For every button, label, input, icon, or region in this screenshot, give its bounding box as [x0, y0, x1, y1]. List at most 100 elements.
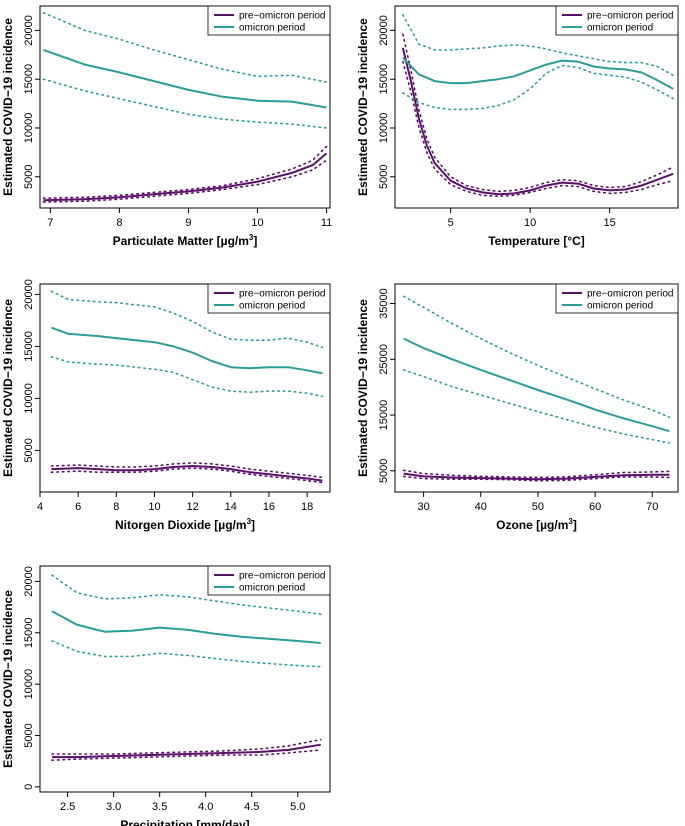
x-axis-label-main: Particulate Matter [µg/m [113, 234, 249, 248]
omicron-line [51, 326, 323, 375]
omicron-lower-ci [402, 64, 675, 111]
y-axis-label: Estimated COVID−19 incidence [1, 299, 15, 477]
x-tick-label: 10 [148, 501, 160, 513]
y-axis-label: Estimated COVID−19 incidence [1, 590, 15, 768]
y-tick-label: 5000 [23, 438, 35, 462]
x-tick-label: 6 [75, 501, 81, 513]
x-axis-label-main: Nitorgen Dioxide [µg/m [115, 518, 247, 532]
x-axis-label-main: Precipitation [mm/day] [120, 818, 249, 826]
plot-frame [39, 283, 331, 493]
x-axis-label: Nitorgen Dioxide [µg/m3] [115, 517, 255, 532]
x-tick-label: 8 [116, 217, 122, 229]
pre-omicron-upper-ci [50, 462, 324, 479]
x-tick-label: 5.0 [290, 801, 305, 813]
legend-label-pre: pre−omicron period [239, 11, 325, 22]
plot-frame [39, 565, 331, 793]
x-tick-label: 4 [37, 501, 43, 513]
y-tick-label: 15000 [378, 64, 390, 95]
pre-omicron-lower-ci [402, 60, 675, 198]
pre-omicron-upper-ci [402, 469, 671, 479]
omicron-lower-ci [51, 640, 322, 668]
pre-omicron-line [403, 472, 670, 481]
x-tick-label: 30 [417, 501, 429, 513]
y-tick-label: 20000 [23, 279, 35, 310]
y-tick-label: 15000 [23, 617, 35, 648]
y-axis-label: Estimated COVID−19 incidence [356, 299, 370, 477]
x-axis-label-end: ] [573, 518, 577, 532]
x-tick-label: 11 [321, 217, 332, 229]
y-axis-label: Estimated COVID−19 incidence [356, 18, 370, 196]
omicron-line [402, 57, 674, 90]
x-tick-label: 16 [263, 501, 275, 513]
x-tick-label: 4.0 [198, 801, 213, 813]
legend-label-omicron: omicron period [239, 583, 305, 594]
legend-label-omicron: omicron period [587, 301, 653, 312]
legend-label-omicron: omicron period [239, 23, 305, 34]
x-tick-label: 3.5 [152, 801, 167, 813]
chart-panel-2: 5000 10000 15000 20000 5 10 15 Temperature [°C]… [356, 5, 679, 248]
y-tick-label: 10000 [378, 113, 390, 144]
x-axis-label: Ozone [µg/m3] [496, 517, 577, 532]
chart-panel-5: 0 5000 10000 15000 20000 2.5 3.0 3.5 4.0 4.5 5.0 Pr… [1, 565, 331, 826]
x-axis-label: Temperature [°C] [488, 234, 585, 248]
x-tick-label: 2.5 [60, 801, 75, 813]
legend-label-pre: pre−omicron period [587, 11, 673, 22]
y-tick-label: 5000 [23, 723, 35, 747]
y-tick-label: 15000 [23, 64, 35, 95]
x-axis-label-end: ] [253, 234, 257, 248]
plot-frame [39, 5, 331, 209]
chart-panel-4: 5000 15000 25000 35000 30 40 50 60 70 Ozone [µg/m… [356, 283, 679, 532]
x-tick-label: 12 [187, 501, 199, 513]
y-tick-label: 5000 [23, 165, 35, 189]
x-axis-label-main: Ozone [µg/m [496, 518, 568, 532]
legend-box [555, 283, 679, 314]
plot-frame [394, 283, 679, 493]
x-axis-label-sup: 3 [568, 517, 573, 526]
pre-omicron-upper-ci [51, 738, 322, 755]
x-tick-label: 10 [251, 217, 263, 229]
x-tick-label: 3.0 [106, 801, 121, 813]
y-tick-label: 10000 [23, 113, 35, 144]
legend-box [207, 5, 331, 36]
legend-label-pre: pre−omicron period [239, 571, 325, 582]
y-axis-label: Estimated COVID−19 incidence [1, 18, 15, 196]
pre-omicron-line [51, 465, 323, 482]
x-tick-label: 15 [604, 217, 616, 229]
y-tick-label: 35000 [378, 288, 390, 319]
x-axis-label: Particulate Matter [µg/m3] [113, 233, 258, 248]
x-axis-label-sup: 3 [249, 233, 254, 242]
legend-label-pre: pre−omicron period [587, 289, 673, 300]
chart-panel-1: 5000 10000 15000 20000 7 8 9 10 11 Particulate Ma… [1, 5, 332, 248]
x-tick-label: 40 [475, 501, 487, 513]
pre-omicron-line [401, 47, 674, 196]
omicron-lower-ci [50, 355, 324, 398]
x-tick-label: 7 [47, 217, 53, 229]
omicron-upper-ci [402, 14, 675, 77]
y-tick-label: 5000 [378, 459, 390, 483]
omicron-upper-ci [402, 295, 671, 419]
legend-box [207, 565, 331, 596]
pre-omicron-line [52, 743, 321, 759]
x-tick-label: 50 [532, 501, 544, 513]
x-tick-label: 10 [524, 217, 536, 229]
legend-label-omicron: omicron period [239, 301, 305, 312]
y-tick-label: 0 [23, 784, 35, 790]
omicron-line [403, 337, 670, 433]
legend-label-omicron: omicron period [587, 23, 653, 34]
pre-omicron-upper-ci [402, 33, 675, 193]
pre-omicron-upper-ci [42, 145, 328, 199]
chart-panel-3: 5000 10000 15000 20000 4 6 8 10 12 14 16 18 Nitorgen… [1, 279, 331, 532]
plot-frame [394, 5, 679, 209]
y-tick-label: 10000 [23, 669, 35, 700]
x-tick-label: 9 [185, 217, 191, 229]
y-tick-label: 15000 [23, 331, 35, 362]
x-tick-label: 8 [113, 501, 119, 513]
omicron-upper-ci [51, 574, 322, 616]
omicron-line [51, 610, 321, 644]
legend-label-pre: pre−omicron period [239, 289, 325, 300]
